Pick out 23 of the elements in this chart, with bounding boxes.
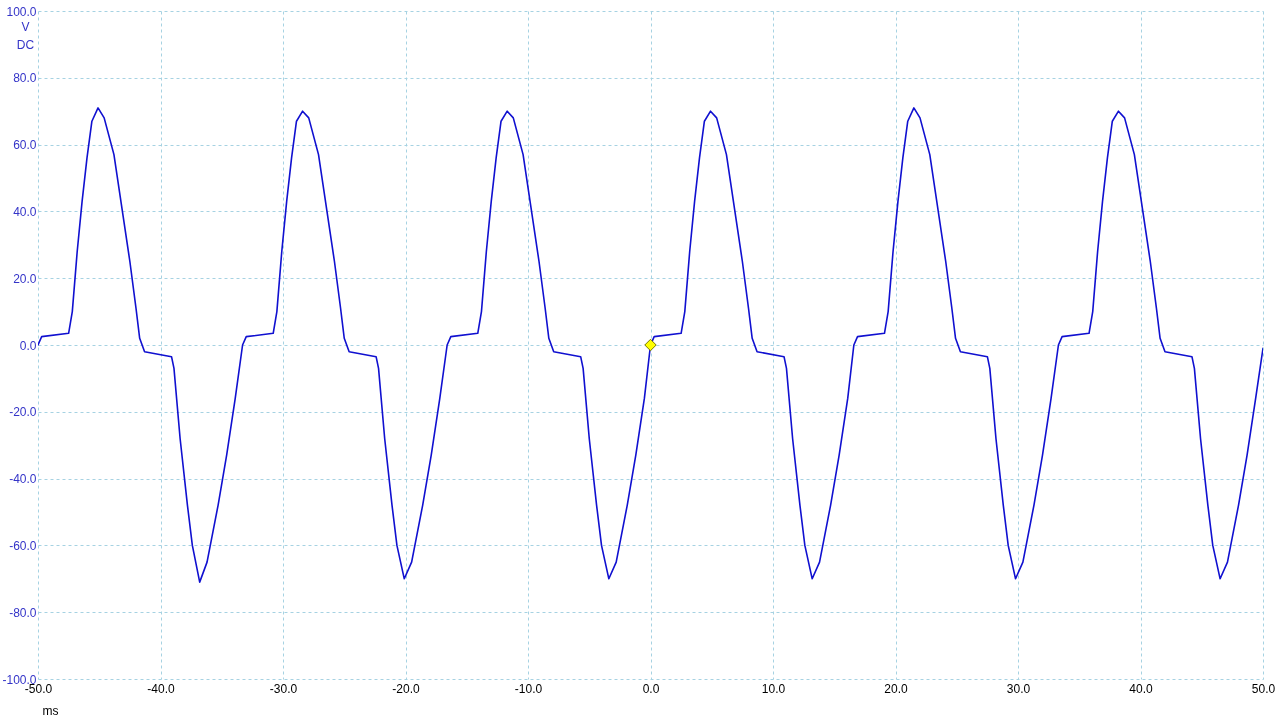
y-axis-title: V DC (16, 19, 35, 52)
x-axis-title: ms (42, 703, 59, 718)
y-tick-label: -40.0 (9, 472, 37, 487)
y-tick-label: 20.0 (13, 271, 37, 286)
line-series (38, 107, 1263, 583)
x-tick-label: 40.0 (1129, 681, 1153, 696)
y-tick-label: -80.0 (9, 605, 37, 620)
y-tick-label: 40.0 (13, 204, 37, 219)
x-tick-label: 50.0 (1251, 681, 1276, 696)
y-tick-label: -60.0 (9, 538, 37, 553)
x-tick-label: 30.0 (1006, 681, 1031, 696)
x-tick-label: 10.0 (761, 681, 786, 696)
x-tick-label: 0.0 (642, 681, 660, 696)
x-tick-label: -20.0 (392, 681, 420, 696)
x-tick-label: -40.0 (147, 681, 175, 696)
y-tick-label: 100.0 (6, 4, 37, 19)
y-tick-label: -20.0 (9, 405, 37, 420)
x-tick-label: -30.0 (269, 681, 298, 696)
y-tick-label: 0.0 (19, 338, 37, 353)
x-tick-label: 20.0 (884, 681, 908, 696)
y-tick-label: 60.0 (13, 138, 37, 153)
x-tick-label: -10.0 (514, 681, 543, 696)
y-tick-label: 80.0 (13, 71, 37, 86)
